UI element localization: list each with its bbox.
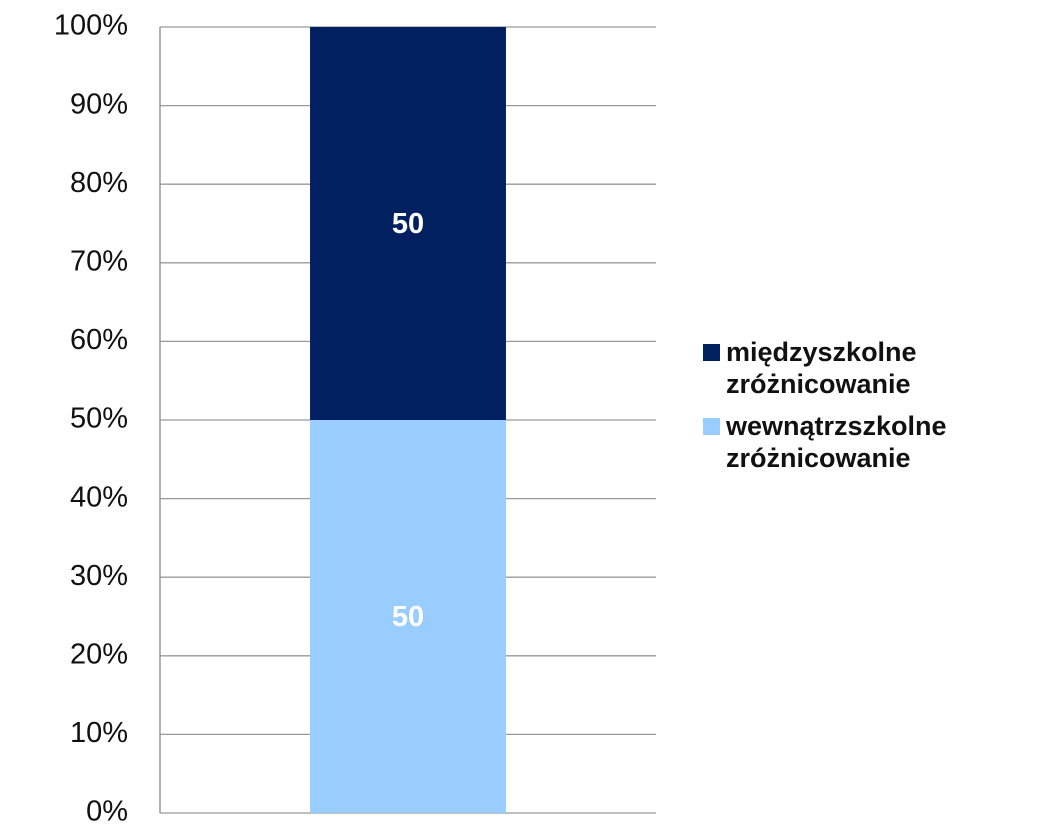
y-tick-label: 50% bbox=[70, 403, 128, 435]
y-tick-label: 100% bbox=[54, 10, 128, 42]
legend-swatch bbox=[703, 344, 720, 361]
bar-segment bbox=[310, 420, 506, 813]
legend-label: wewnątrzszkolne zróżnicowanie bbox=[726, 411, 947, 473]
y-tick-label: 70% bbox=[70, 245, 128, 277]
data-label: 50 bbox=[392, 601, 424, 633]
legend-swatch bbox=[703, 418, 720, 435]
bar-segment bbox=[310, 27, 506, 420]
y-tick-label: 80% bbox=[70, 167, 128, 199]
legend-label: międzyszkolne zróżnicowanie bbox=[726, 337, 917, 399]
y-tick-label: 30% bbox=[70, 560, 128, 592]
y-tick-label: 40% bbox=[70, 481, 128, 513]
y-tick-label: 60% bbox=[70, 324, 128, 356]
y-tick-label: 0% bbox=[86, 796, 128, 828]
y-tick-label: 90% bbox=[70, 88, 128, 120]
legend-item: międzyszkolne zróżnicowanie bbox=[703, 336, 1043, 400]
y-tick-label: 20% bbox=[70, 638, 128, 670]
y-tick-label: 10% bbox=[70, 717, 128, 749]
data-label: 50 bbox=[392, 208, 424, 240]
legend-item: wewnątrzszkolne zróżnicowanie bbox=[703, 410, 1043, 474]
legend: międzyszkolne zróżnicowanie wewnątrzszkol… bbox=[703, 336, 1043, 484]
